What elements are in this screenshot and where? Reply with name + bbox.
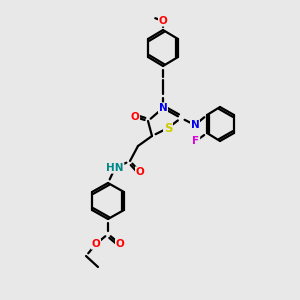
- Text: O: O: [159, 16, 167, 26]
- Text: N: N: [190, 120, 200, 130]
- Text: O: O: [92, 239, 100, 249]
- Text: N: N: [159, 103, 167, 113]
- Text: HN: HN: [106, 163, 124, 173]
- Text: O: O: [116, 239, 124, 249]
- Text: O: O: [136, 167, 144, 177]
- Text: F: F: [192, 136, 200, 146]
- Text: O: O: [130, 112, 140, 122]
- Text: S: S: [164, 122, 172, 134]
